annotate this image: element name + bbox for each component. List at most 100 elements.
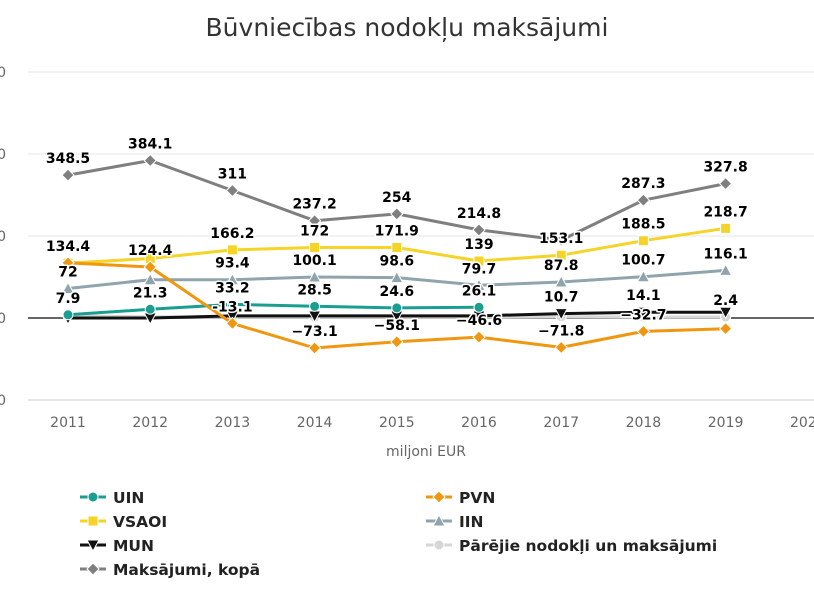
legend-marker[interactable] [432,490,446,504]
data-label: 166.2 [210,226,254,242]
data-point[interactable] [718,321,733,336]
data-point[interactable] [144,303,156,315]
x-tick-label: 2016 [461,415,497,431]
data-point[interactable] [718,306,733,320]
x-tick-label: 2013 [215,415,251,431]
data-point[interactable] [637,235,649,247]
legend-item[interactable]: PVN [426,489,495,507]
legend-label: Pārējie nodokļi un maksājumi [459,537,717,555]
data-point[interactable] [554,274,569,288]
legend-marker[interactable] [432,513,446,527]
data-point[interactable] [473,255,485,267]
x-tick-label: 2012 [132,415,168,431]
data-point[interactable] [61,281,75,294]
data-label: 10.7 [544,290,579,306]
series-3 [61,263,733,294]
data-point[interactable] [226,244,238,256]
data-point[interactable] [225,183,240,198]
data-label: 116.1 [703,246,747,262]
legend-marker[interactable] [433,539,445,551]
series [61,153,733,355]
data-point[interactable] [391,242,403,254]
data-point[interactable] [472,278,486,291]
data-label: 139 [464,237,493,253]
legend-item[interactable]: VSAOI [80,513,167,531]
data-point[interactable] [225,310,240,323]
data-point[interactable] [61,256,75,270]
legend-label: PVN [459,489,495,507]
legend-item[interactable]: UIN [80,489,144,507]
data-point[interactable] [390,207,404,221]
data-point[interactable] [636,306,651,320]
data-point[interactable] [143,153,157,168]
legend-label: VSAOI [113,513,167,531]
data-label: 93.4 [215,256,250,272]
data-label: 28.5 [297,282,332,298]
data-point[interactable] [391,302,403,314]
data-point[interactable] [307,341,322,355]
x-tick-label: 2015 [379,415,415,431]
grid [28,71,814,401]
data-point[interactable] [309,300,321,312]
legend-item[interactable]: MUN [80,537,154,555]
data-point[interactable] [307,269,322,283]
data-point[interactable] [61,168,75,182]
series-line[interactable] [67,302,480,317]
data-point[interactable] [718,263,733,276]
legend-marker[interactable] [87,515,99,527]
legend-item[interactable]: Maksājumi, kopā [80,561,260,579]
data-point[interactable] [226,298,238,310]
x-tick-label: 2018 [626,415,662,431]
legend-item[interactable]: Pārējie nodokļi un maksājumi [426,537,717,555]
legend-marker[interactable] [86,539,100,553]
data-label: 134.4 [46,239,91,255]
data-point[interactable] [554,340,568,355]
data-label: 24.6 [380,284,415,300]
legend-marker[interactable] [86,562,100,576]
data-point[interactable] [554,233,568,247]
x-tick-label: 2014 [297,415,333,431]
data-point[interactable] [718,176,733,191]
data-point[interactable] [225,272,240,286]
data-label: 254 [382,190,411,206]
data-label: 327.8 [703,160,747,176]
series-6 [61,153,733,247]
data-point[interactable] [389,270,404,284]
data-point[interactable] [720,222,732,234]
legend-marker[interactable] [87,491,99,503]
data-point[interactable] [636,324,651,339]
data-point[interactable] [636,269,651,283]
legend-label: UIN [113,489,144,507]
data-label: 26.1 [462,283,497,299]
chart-title: Būvniecības nodokļu maksājumi [206,13,609,42]
legend[interactable]: UIN PVN VSAOI IIN MUN Pārējie nodokļi un maks… [80,489,717,579]
data-label: 172 [300,223,329,239]
data-point[interactable] [307,214,322,228]
data-point[interactable] [473,301,485,313]
data-point[interactable] [309,241,321,253]
data-label: 7.9 [56,291,81,307]
legend-item[interactable]: IIN [426,513,484,531]
data-point[interactable] [225,316,240,331]
data-point[interactable] [143,272,158,286]
data-point[interactable] [143,260,157,274]
data-point[interactable] [390,335,404,349]
data-label: 87.8 [544,258,579,274]
data-label: 287.3 [621,176,665,192]
data-point[interactable] [472,330,486,344]
x-axis-label: miljoni EUR [386,444,466,460]
series-4 [61,306,733,326]
data-point[interactable] [555,249,567,261]
data-point[interactable] [636,193,651,207]
data-point[interactable] [472,223,486,237]
data-label: 311 [218,166,247,182]
legend-label: IIN [459,513,484,531]
data-point[interactable] [554,308,569,321]
data-label: −71.8 [538,323,584,339]
data-label: 124.4 [128,243,173,259]
series-0 [62,298,485,321]
data-point[interactable] [62,309,74,321]
x-axis-ticks: 2011 2012 2013 2014 2015 2016 2017 2018 2019 2020 [50,415,814,431]
data-label: 79.7 [462,261,497,277]
